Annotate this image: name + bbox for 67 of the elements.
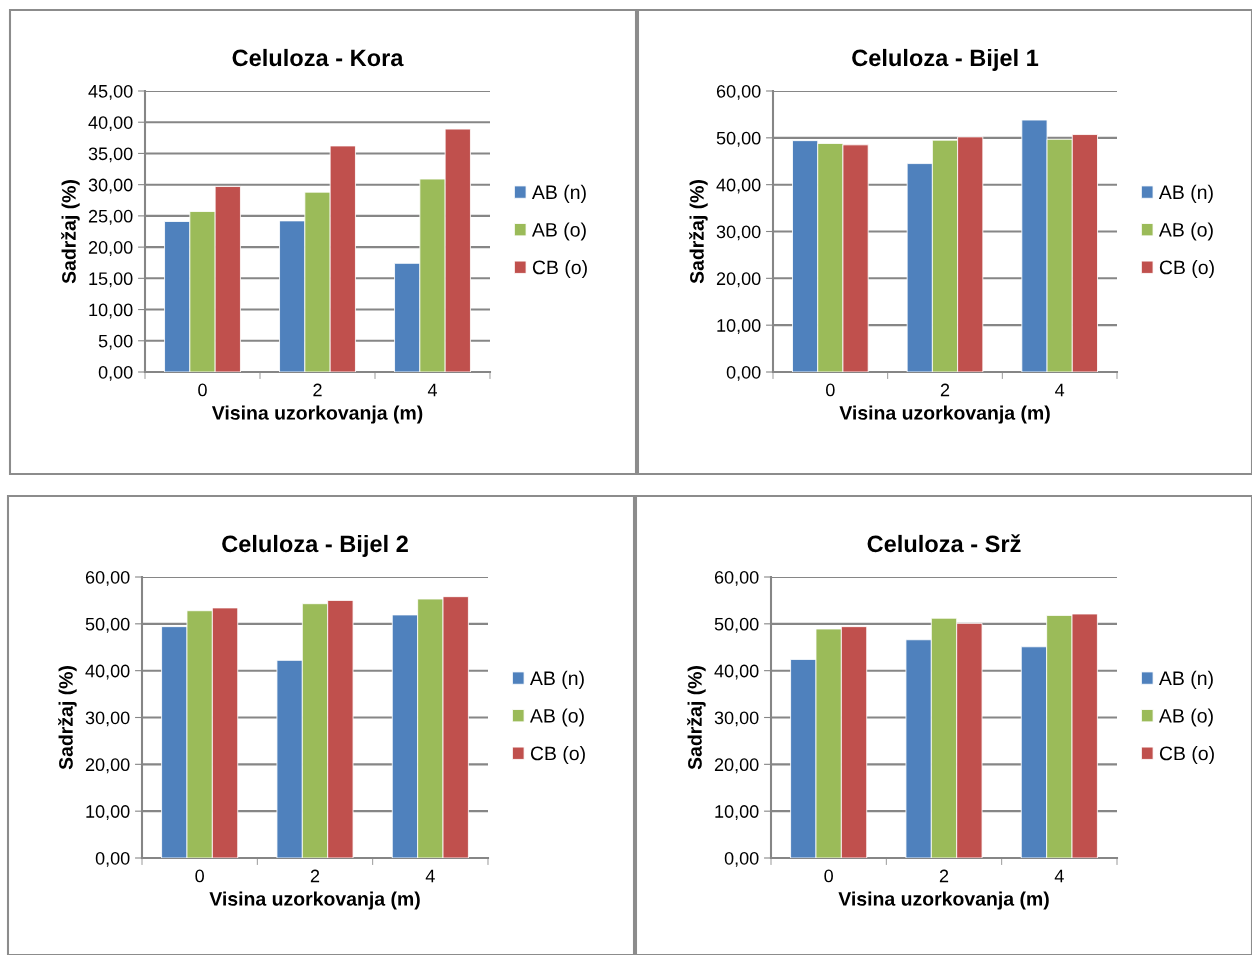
y-tick-label: 20,00 [714,758,759,774]
y-tick-label: 0,00 [724,851,759,867]
legend-label: AB (n) [1158,184,1213,203]
x-tick-label: 0 [824,869,833,883]
x-tick-label: 4 [425,869,435,883]
y-tick-label: 45,00 [88,84,133,100]
y-axis-title: Sadržaj (%) [687,666,706,770]
y-tick-label: 30,00 [88,178,133,194]
x-tick-label: 4 [427,383,437,397]
y-tick-label: 50,00 [714,617,759,633]
x-axis-title: Visina uzorkovanja (m) [838,891,1049,910]
y-tick-label: 10,00 [89,303,133,319]
y-tick-label: 35,00 [88,147,133,163]
y-tick-label: 60,00 [714,570,759,586]
x-tick-label: 2 [310,869,320,883]
y-tick-label: 40,00 [88,116,133,132]
x-axis-title: Visina uzorkovanja (m) [209,891,420,910]
legend-label: AB (n) [531,184,586,203]
x-tick-label: 4 [1055,383,1065,397]
x-tick-label: 0 [195,869,204,883]
chart-title: Celuloza - Bijel 2 [222,534,408,557]
chart-title: Celuloza - Kora [232,48,404,67]
x-tick-label: 2 [939,869,949,883]
y-tick-label: 50,00 [716,131,761,147]
y-tick-label: 50,00 [85,617,130,633]
y-tick-label: 5,00 [98,334,133,350]
y-tick-label: 60,00 [85,570,130,586]
legend-label: CB (o) [532,260,587,279]
x-tick-label: 4 [1054,869,1064,883]
legend-label: AB (o) [1158,708,1213,727]
y-tick-label: 60,00 [716,84,761,100]
y-tick-label: 20,00 [85,758,130,774]
x-axis-title: Visina uzorkovanja (m) [211,405,423,424]
y-tick-label: 15,00 [89,272,133,288]
legend-label: AB (n) [1158,670,1213,689]
legend-label: CB (o) [1159,260,1214,279]
chart-title: Celuloza - Srž [867,534,1021,553]
y-axis-title: Sadržaj (%) [689,180,708,284]
chart-title: Celuloza - Bijel 1 [852,48,1039,71]
legend-label: CB (o) [530,746,585,765]
legend-label: AB (o) [1158,222,1213,241]
y-tick-label: 40,00 [716,178,761,194]
y-tick-label: 20,00 [88,241,133,256]
x-tick-label: 2 [313,383,322,397]
legend-label: CB (o) [1159,746,1214,765]
x-tick-label: 0 [198,383,207,397]
y-tick-label: 0,00 [98,365,133,381]
y-tick-label: 10,00 [717,319,761,335]
x-tick-label: 0 [826,383,835,397]
x-axis-title: Visina uzorkovanja (m) [839,405,1050,424]
legend-label: AB (n) [529,670,584,689]
x-tick-label: 2 [940,383,950,397]
y-axis-title: Sadržaj (%) [61,180,80,284]
y-tick-label: 0,00 [726,365,761,381]
legend-label: AB (o) [529,708,584,727]
y-tick-label: 20,00 [716,272,761,288]
y-tick-label: 10,00 [86,805,130,821]
y-tick-label: 40,00 [714,664,759,680]
y-tick-label: 40,00 [85,664,130,680]
y-tick-label: 30,00 [85,711,130,727]
y-tick-label: 25,00 [88,209,133,225]
y-tick-label: 30,00 [716,225,761,241]
y-tick-label: 30,00 [714,711,759,727]
y-tick-label: 0,00 [95,851,130,867]
y-axis-title: Sadržaj (%) [58,666,77,770]
y-tick-label: 10,00 [715,805,759,821]
legend-label: AB (o) [531,222,586,241]
